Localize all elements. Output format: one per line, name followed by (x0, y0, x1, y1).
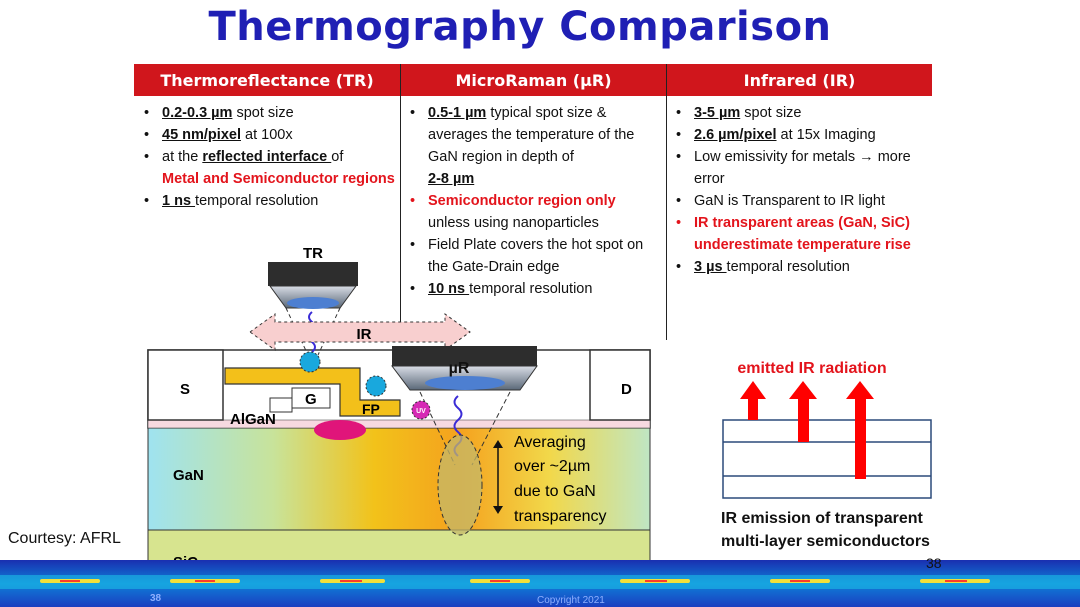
drain-contact (589, 349, 651, 421)
strip-page-number: 38 (150, 593, 162, 604)
fp-label: FP (362, 401, 380, 417)
header-infrared: Infrared (IR) (667, 64, 932, 96)
ir-emission-diagram: emitted IR radiation IR emission of tran… (721, 360, 932, 550)
ir-caption-line-1: IR emission of transparent (721, 510, 923, 527)
page-number: 38 (926, 555, 942, 571)
gan-label: GaN (173, 467, 204, 484)
device-cross-section: TR IR µR S G D FP UV AlGaN GaN SiC Avera… (147, 245, 651, 570)
averaging-line-2: over ~2µm (514, 458, 590, 475)
ur-bullet-list: 0.5-1 µm typical spot size & averages th… (406, 102, 664, 300)
ir-double-arrow (249, 313, 471, 351)
ir-arrow-label: IR (357, 326, 372, 343)
nanoparticle-dot (299, 351, 321, 373)
list-item: 10 ns temporal resolution (406, 278, 664, 300)
page-title: Thermography Comparison (208, 4, 832, 50)
tr-bullet-list: 0.2-0.3 µm spot size 45 nm/pixel at 100x… (140, 102, 398, 212)
multilayer-stack (722, 419, 932, 499)
emitted-ir-label: emitted IR radiation (737, 360, 886, 377)
averaging-line-4: transparency (514, 508, 607, 525)
averaging-line-3: due to GaN (514, 483, 596, 500)
ir-bullet-list: 3-5 µm spot size 2.6 µm/pixel at 15x Ima… (672, 102, 934, 278)
strip-copyright: Copyright 2021 (537, 595, 605, 606)
list-item: Field Plate covers the hot spot on the G… (406, 234, 664, 278)
list-item: IR transparent areas (GaN, SiC) underest… (672, 212, 934, 256)
nanoparticle-dot (365, 375, 387, 397)
column-divider-1 (400, 64, 401, 340)
hot-spot (314, 420, 366, 440)
list-item: 2.6 µm/pixel at 15x Imaging (672, 124, 934, 146)
list-item: 45 nm/pixel at 100x (140, 124, 398, 146)
averaging-line-1: Averaging (514, 434, 586, 451)
list-item: 3-5 µm spot size (672, 102, 934, 124)
gate-step (269, 397, 293, 413)
list-item: 0.2-0.3 µm spot size (140, 102, 398, 124)
gate-label: G (305, 391, 317, 408)
ir-caption-line-2: multi-layer semiconductors (721, 533, 930, 550)
courtesy-note: Courtesy: AFRL (8, 530, 121, 547)
list-item: 0.5-1 µm typical spot size & averages th… (406, 102, 664, 190)
drain-label: D (621, 381, 632, 398)
field-plate (224, 367, 401, 417)
tr-objective-body (268, 262, 358, 286)
header-microraman: MicroRaman (µR) (401, 64, 666, 96)
averaging-volume (437, 434, 483, 536)
source-contact (147, 349, 224, 421)
header-thermoreflectance: Thermoreflectance (TR) (134, 64, 400, 96)
algan-layer (147, 419, 651, 429)
ur-objective-body (392, 346, 537, 366)
algan-label: AlGaN (230, 411, 276, 428)
column-divider-2 (666, 64, 667, 340)
list-item: Low emissivity for metals → more error (672, 146, 934, 190)
source-label: S (180, 381, 190, 398)
tr-label: TR (303, 245, 323, 262)
thermal-image-strip: 38 Copyright 2021 (0, 560, 1080, 607)
uv-dot (411, 400, 431, 420)
list-item: 3 µs temporal resolution (672, 256, 934, 278)
uv-label: UV (416, 408, 426, 415)
gan-layer (147, 427, 651, 531)
list-item: GaN is Transparent to IR light (672, 190, 934, 212)
ur-label: µR (449, 360, 470, 377)
list-item: 1 ns temporal resolution (140, 190, 398, 212)
ir-arrows (740, 381, 874, 479)
